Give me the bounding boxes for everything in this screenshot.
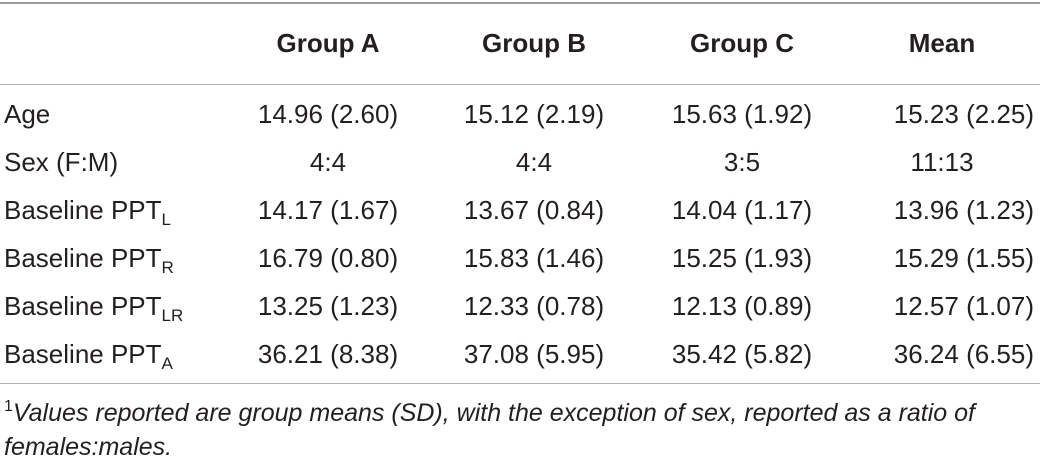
table-cell: 12.57 (1.07) <box>893 290 1034 321</box>
table-cell: 14.96 (2.60) <box>257 98 399 129</box>
top-rule <box>0 2 1040 4</box>
row-label: Sex (F:M) <box>4 146 119 177</box>
table-cell: 13.96 (1.23) <box>893 194 1034 225</box>
table-cell: 11:13 <box>910 146 974 177</box>
table-cell: 4:4 <box>515 146 553 177</box>
footnote-text: Values reported are group means (SD), wi… <box>4 399 975 461</box>
table-row: Baseline PPTA 36.21 (8.38) 37.08 (5.95) … <box>0 330 1040 378</box>
header-cell-mean: Mean <box>908 27 976 58</box>
table-cell: 13.25 (1.23) <box>257 290 399 321</box>
table-cell: 15.23 (2.25) <box>893 98 1034 129</box>
row-label: Age <box>4 98 51 129</box>
header-rule <box>0 84 1040 85</box>
table-cell: 15.29 (1.55) <box>893 242 1034 273</box>
header-row: Group A Group B Group C Mean <box>0 14 1040 72</box>
header-cell-group-a: Group A <box>276 27 380 58</box>
table-cell: 14.17 (1.67) <box>257 194 399 225</box>
header-cell-group-b: Group B <box>482 27 586 58</box>
table-cell: 15.83 (1.46) <box>463 242 605 273</box>
table-row: Baseline PPTL 14.17 (1.67) 13.67 (0.84) … <box>0 186 1040 234</box>
table-cell: 15.12 (2.19) <box>463 98 605 129</box>
table-cell: 14.04 (1.17) <box>671 194 813 225</box>
table-cell: 12.33 (0.78) <box>463 290 605 321</box>
table-cell: 4:4 <box>309 146 347 177</box>
bottom-rule <box>0 383 1040 384</box>
table-cell: 3:5 <box>723 146 761 177</box>
table-row: Age 14.96 (2.60) 15.12 (2.19) 15.63 (1.9… <box>0 90 1040 138</box>
row-label: Baseline PPTA <box>4 338 173 373</box>
header-cell-group-c: Group C <box>690 27 794 58</box>
footnote-marker: 1 <box>4 398 13 415</box>
row-label: Baseline PPTL <box>4 194 171 229</box>
row-label: Baseline PPTLR <box>4 290 184 325</box>
table-cell: 16.79 (0.80) <box>257 242 399 273</box>
table-cell: 12.13 (0.89) <box>671 290 813 321</box>
table-footnote: 1Values reported are group means (SD), w… <box>4 396 1034 464</box>
table-row: Baseline PPTLR 13.25 (1.23) 12.33 (0.78)… <box>0 282 1040 330</box>
table-cell: 37.08 (5.95) <box>463 338 605 369</box>
table-cell: 15.25 (1.93) <box>671 242 813 273</box>
table-cell: 36.21 (8.38) <box>257 338 399 369</box>
table-row: Baseline PPTR 16.79 (0.80) 15.83 (1.46) … <box>0 234 1040 282</box>
row-label: Baseline PPTR <box>4 242 174 277</box>
data-table: Group A Group B Group C Mean Age 14.96 (… <box>0 14 1040 378</box>
table-cell: 15.63 (1.92) <box>671 98 813 129</box>
table-cell: 35.42 (5.82) <box>671 338 813 369</box>
table-cell: 13.67 (0.84) <box>463 194 605 225</box>
table-row: Sex (F:M) 4:4 4:4 3:5 11:13 <box>0 138 1040 186</box>
table-cell: 36.24 (6.55) <box>893 338 1034 369</box>
header-cell-stub <box>0 14 228 72</box>
